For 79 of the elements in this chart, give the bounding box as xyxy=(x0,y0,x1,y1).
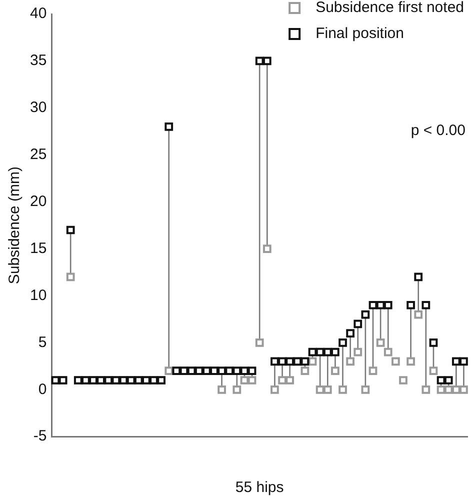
point xyxy=(255,338,264,347)
point xyxy=(300,357,310,366)
point xyxy=(248,376,256,384)
y-tick-label: -5 xyxy=(33,428,47,445)
point xyxy=(376,338,385,347)
point xyxy=(248,366,256,376)
point xyxy=(164,366,174,376)
point xyxy=(308,357,317,366)
point xyxy=(316,348,324,356)
legend-label: Final position xyxy=(316,25,404,42)
y-tick-label: 40 xyxy=(30,5,47,22)
point xyxy=(384,348,392,356)
point xyxy=(460,385,468,394)
point xyxy=(270,385,279,394)
point xyxy=(368,300,378,310)
y-tick-label: 15 xyxy=(30,240,47,257)
point xyxy=(331,366,340,376)
point xyxy=(278,357,286,366)
point xyxy=(452,357,460,366)
annotation: p < 0.00 xyxy=(410,122,466,140)
point xyxy=(164,122,174,131)
point xyxy=(262,244,272,253)
point xyxy=(414,272,423,282)
point xyxy=(346,329,354,338)
point xyxy=(218,366,226,376)
point xyxy=(354,320,362,328)
legend-label: Subsidence first noted xyxy=(316,0,464,16)
point xyxy=(308,348,317,356)
point xyxy=(391,357,400,366)
y-tick-label: 0 xyxy=(38,380,47,398)
point xyxy=(346,357,354,366)
point xyxy=(331,348,340,356)
point xyxy=(323,348,332,356)
y-tick-label: 30 xyxy=(30,99,47,116)
x-axis-title: 55 hips xyxy=(235,479,284,496)
y-axis-title: Subsidence (mm) xyxy=(6,166,24,284)
point xyxy=(444,376,453,384)
point xyxy=(66,272,75,282)
y-tick-label: 25 xyxy=(30,146,47,164)
point xyxy=(444,385,453,394)
point xyxy=(406,357,415,366)
point xyxy=(323,385,332,394)
point xyxy=(406,300,415,310)
point xyxy=(66,226,75,234)
point xyxy=(240,366,249,376)
point xyxy=(422,385,430,394)
point xyxy=(436,385,446,394)
y-tick-label: 5 xyxy=(38,334,47,351)
point xyxy=(361,310,370,319)
point xyxy=(414,310,423,319)
point xyxy=(262,56,272,66)
point xyxy=(361,385,370,394)
point xyxy=(232,366,242,376)
point xyxy=(422,300,430,310)
point xyxy=(436,376,446,384)
point xyxy=(286,376,294,384)
y-tick-label: 35 xyxy=(30,52,47,70)
y-tick-label: 20 xyxy=(30,192,47,210)
point xyxy=(384,300,392,310)
point xyxy=(255,56,264,66)
point xyxy=(218,385,226,394)
point xyxy=(354,348,362,356)
point xyxy=(429,338,438,347)
point xyxy=(232,385,242,394)
y-tick-label: 10 xyxy=(30,286,47,304)
point xyxy=(338,385,347,394)
point xyxy=(240,376,249,384)
point xyxy=(286,357,294,366)
point xyxy=(338,338,347,347)
point xyxy=(429,366,438,376)
point xyxy=(376,300,385,310)
point xyxy=(278,376,286,384)
point xyxy=(452,385,460,394)
point xyxy=(300,366,310,376)
point xyxy=(270,357,279,366)
point xyxy=(316,385,324,394)
point xyxy=(460,357,468,366)
point xyxy=(399,376,408,384)
point xyxy=(368,366,378,376)
